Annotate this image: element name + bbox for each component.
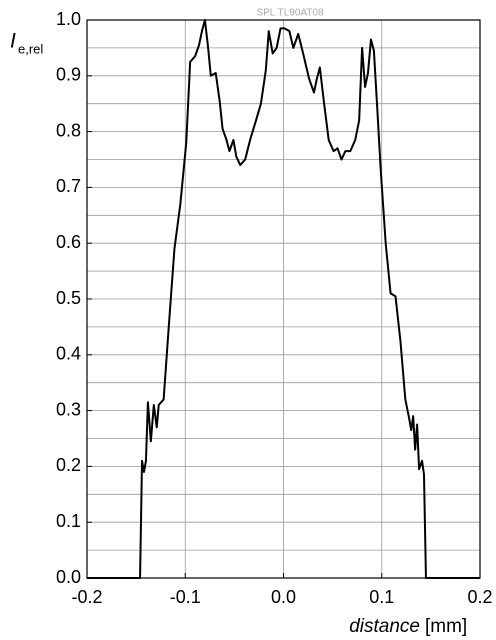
y-tick-label: 0.1: [56, 511, 81, 531]
x-axis-label: distance: [349, 616, 420, 637]
chart-title: SPL TL90AT08: [256, 8, 324, 19]
x-tick-label: 0.2: [467, 587, 492, 607]
y-axis-label: I: [10, 30, 16, 53]
y-tick-label: 0.4: [56, 344, 81, 364]
x-axis-unit: [mm]: [425, 616, 467, 637]
y-tick-label: 1.0: [56, 9, 81, 29]
data-line: [87, 19, 480, 579]
x-tick-label: -0.2: [71, 587, 102, 607]
y-tick-label: 0.0: [56, 567, 81, 587]
x-tick-label: 0.1: [369, 587, 394, 607]
y-tick-label: 0.9: [56, 65, 81, 85]
x-tick-label: 0.0: [271, 587, 296, 607]
y-tick-label: 0.8: [56, 120, 81, 140]
y-tick-label: 0.2: [56, 455, 81, 475]
y-tick-label: 0.5: [56, 288, 81, 308]
y-tick-label: 0.7: [56, 176, 81, 196]
y-axis-label-subscript: e,rel: [18, 41, 43, 56]
y-tick-label: 0.3: [56, 399, 81, 419]
x-tick-label: -0.1: [170, 587, 201, 607]
y-tick-label: 0.6: [56, 232, 81, 252]
